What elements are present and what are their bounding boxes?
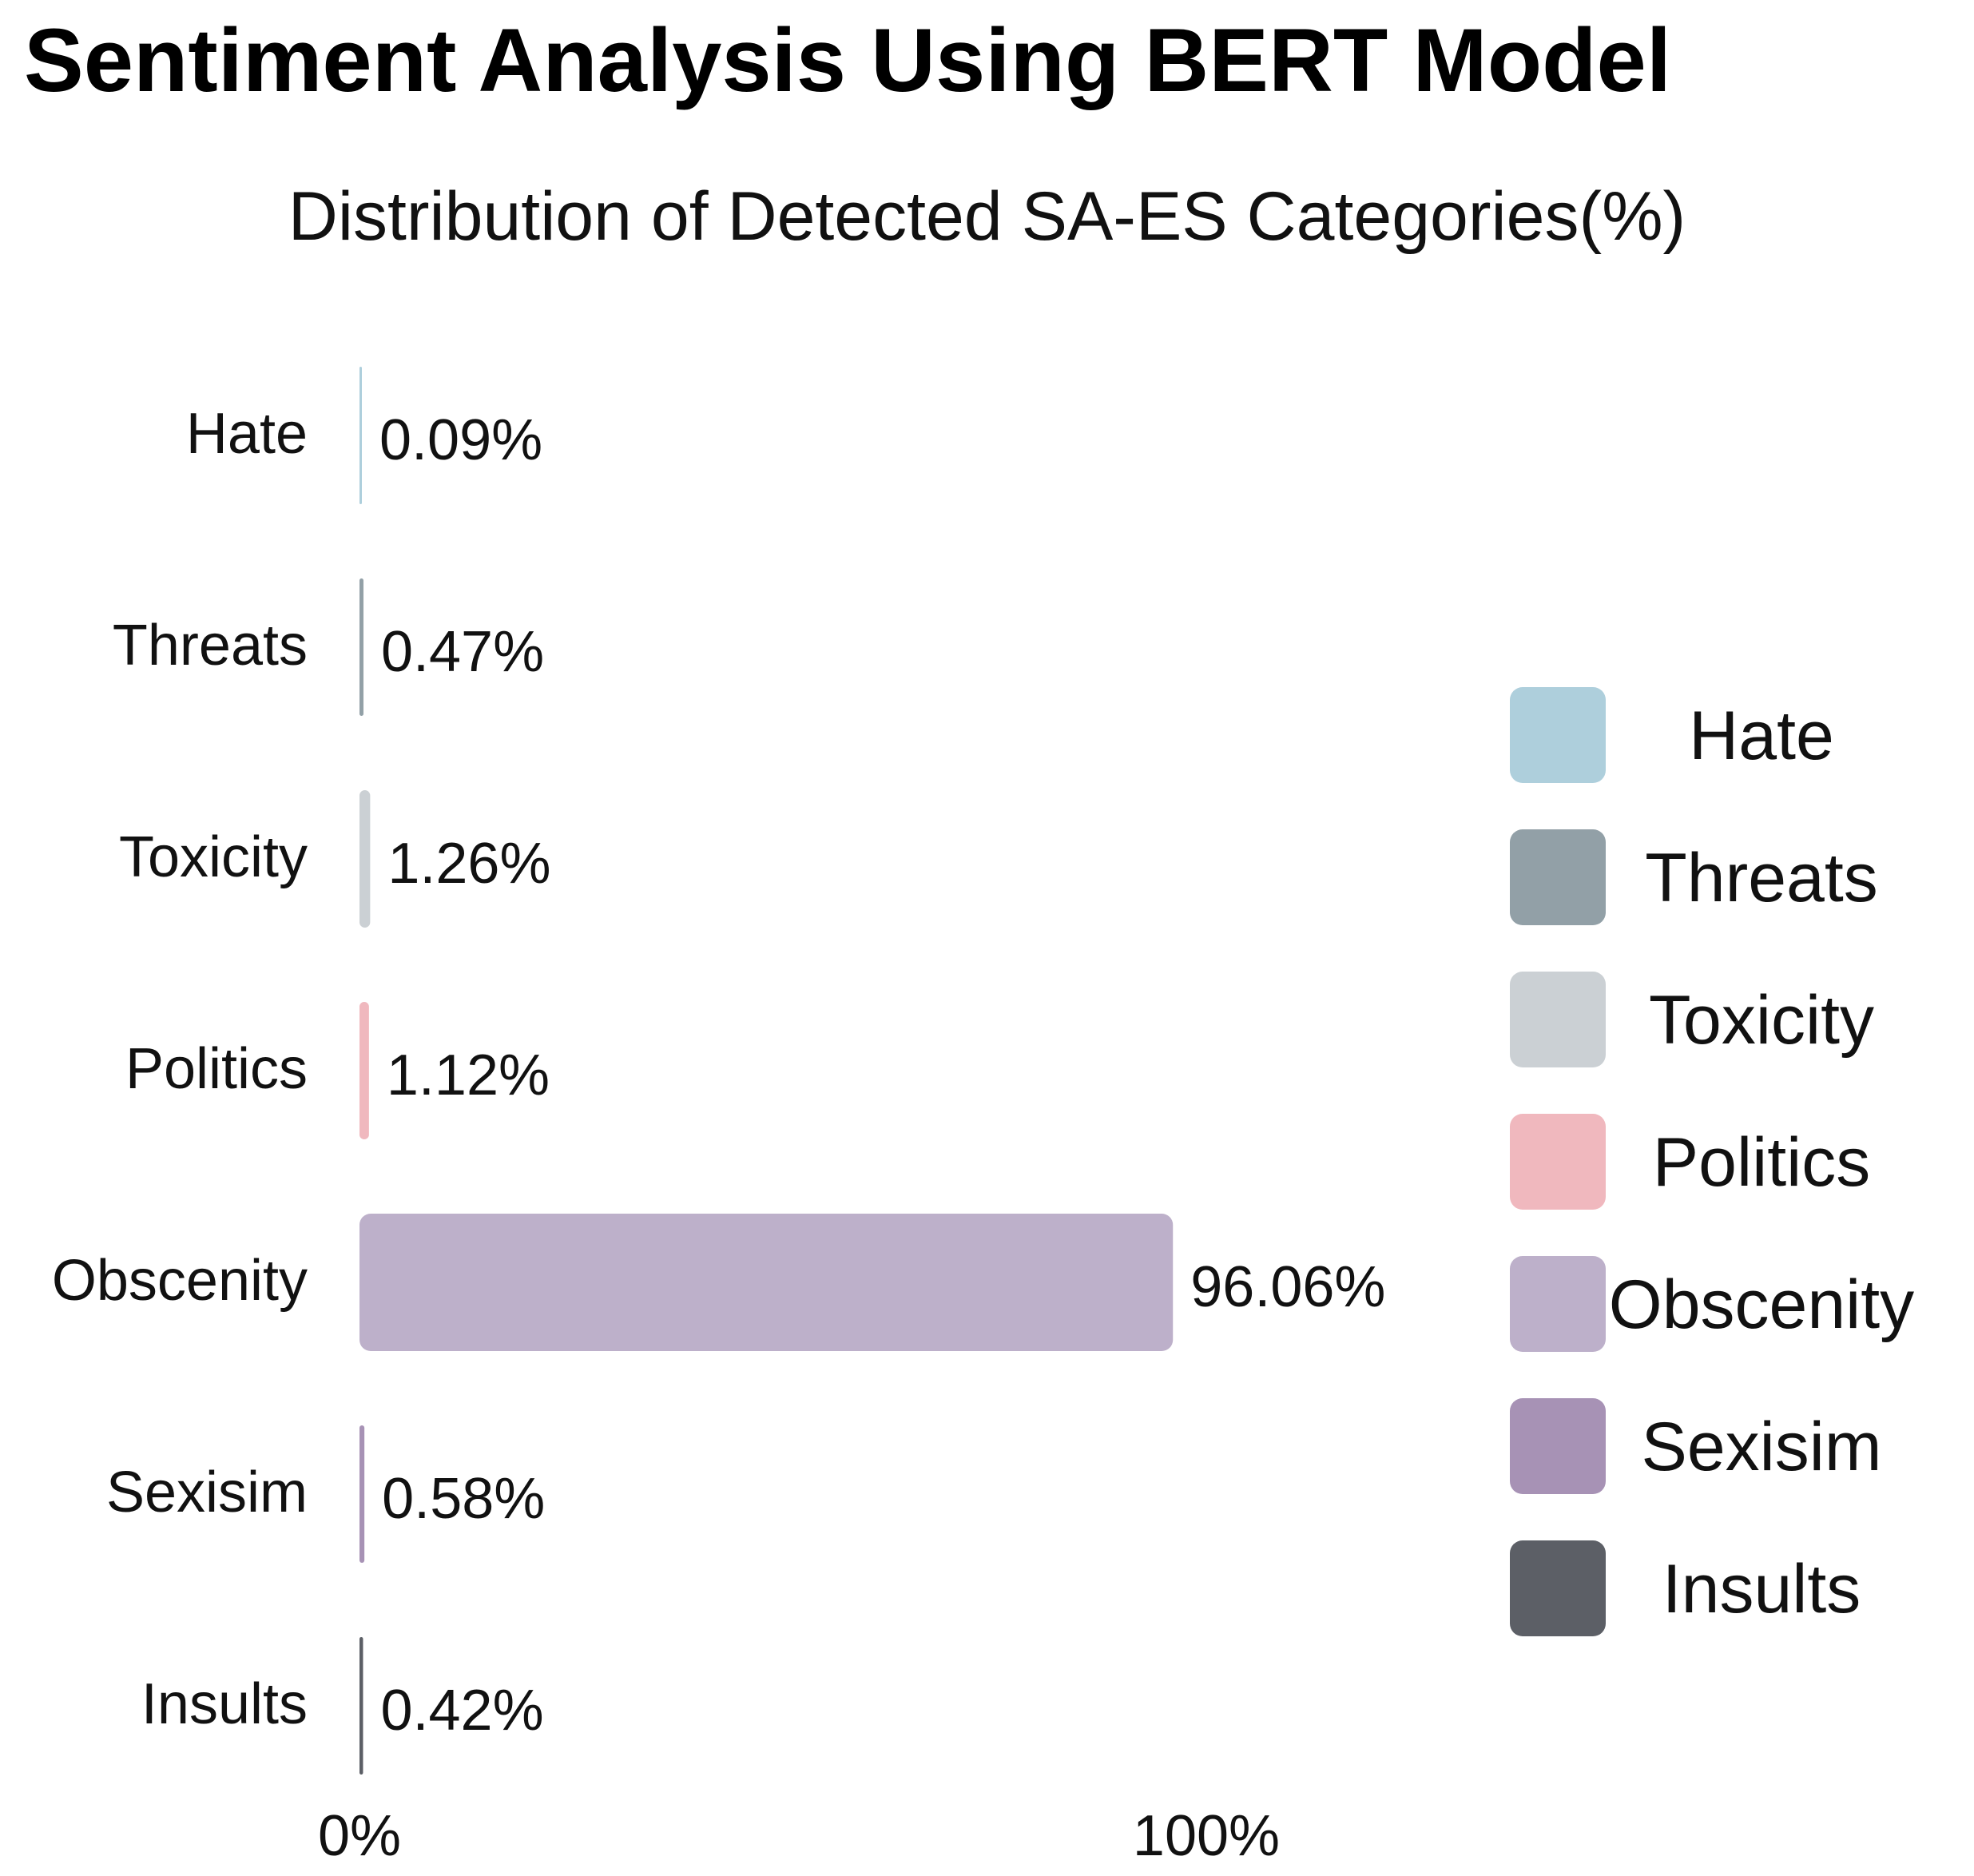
legend-swatch-insults — [1510, 1540, 1606, 1636]
y-tick-label-obscenity: Obscenity — [52, 1249, 308, 1313]
value-label-insults: 0.42% — [380, 1679, 543, 1743]
legend-swatch-sexisim — [1510, 1398, 1606, 1494]
chart-subtitle: Distribution of Detected SA-ES Categorie… — [288, 178, 1686, 255]
y-tick-label-hate: Hate — [186, 402, 308, 466]
bars-layer: Hate 0.09% Threats 0.47% Toxicity 1.26% Politi… — [52, 367, 1385, 1868]
bar-obscenity — [359, 1214, 1174, 1351]
value-label-hate: 0.09% — [379, 408, 542, 472]
y-tick-label-toxicity: Toxicity — [119, 825, 308, 889]
y-tick-label-politics: Politics — [125, 1037, 308, 1101]
value-label-toxicity: 1.26% — [387, 832, 550, 896]
legend-swatch-hate — [1510, 687, 1606, 783]
bar-politics — [359, 1002, 369, 1139]
legend-label-insults: Insults — [1662, 1551, 1861, 1628]
legend-swatch-politics — [1510, 1114, 1606, 1210]
value-label-sexisim: 0.58% — [382, 1467, 545, 1531]
bar-sexisim — [359, 1425, 365, 1563]
legend-label-obscenity: Obscenity — [1609, 1266, 1914, 1343]
legend-label-hate: Hate — [1689, 698, 1834, 774]
legend-label-sexisim: Sexisim — [1641, 1409, 1881, 1485]
y-tick-label-sexisim: Sexisim — [106, 1461, 308, 1524]
bar-threats — [359, 578, 363, 716]
y-tick-label-threats: Threats — [113, 614, 308, 678]
bar-insults — [359, 1637, 363, 1775]
value-label-politics: 1.12% — [387, 1043, 550, 1107]
x-tick-label-100-: 100% — [1133, 1804, 1280, 1868]
y-tick-label-insults: Insults — [141, 1672, 308, 1736]
legend-swatch-threats — [1510, 829, 1606, 925]
legend-swatch-obscenity — [1510, 1256, 1606, 1352]
bar-hate — [359, 367, 362, 504]
legend: Hate Threats Toxicity Politics Obscenity Sexi… — [1510, 687, 1914, 1636]
legend-swatch-toxicity — [1510, 972, 1606, 1067]
bar-toxicity — [359, 790, 371, 928]
value-label-obscenity: 96.06% — [1190, 1255, 1385, 1319]
value-label-threats: 0.47% — [381, 620, 544, 684]
chart-title: Sentiment Analysis Using BERT Model — [24, 10, 1671, 110]
legend-label-threats: Threats — [1645, 840, 1878, 916]
legend-label-toxicity: Toxicity — [1649, 982, 1874, 1059]
x-tick-label-0-: 0% — [318, 1804, 401, 1868]
legend-label-politics: Politics — [1653, 1124, 1870, 1201]
